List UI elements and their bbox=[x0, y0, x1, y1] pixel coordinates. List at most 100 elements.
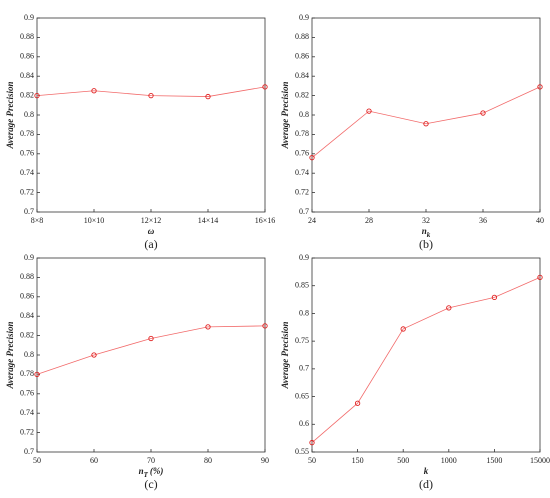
x-tick-label: 60 bbox=[90, 456, 98, 465]
y-tick-label: 0.9 bbox=[299, 13, 309, 22]
y-axis-label: Average Precision bbox=[5, 81, 15, 149]
x-tick-label: 15000 bbox=[530, 456, 550, 465]
x-axis-label-sub: k bbox=[427, 231, 431, 239]
point-marker bbox=[537, 84, 543, 90]
point-marker bbox=[205, 324, 211, 330]
point-marker bbox=[354, 400, 361, 406]
y-tick-label: 0.7 bbox=[299, 207, 309, 216]
x-tick-label: 12×12 bbox=[141, 216, 162, 225]
point-marker bbox=[34, 92, 40, 99]
y-tick-label: 0.74 bbox=[20, 168, 34, 177]
x-tick-label: 8×8 bbox=[31, 216, 44, 225]
x-axis-label-sub: T bbox=[144, 471, 149, 479]
y-tick-label: 0.82 bbox=[20, 90, 34, 99]
point-marker bbox=[537, 274, 543, 281]
plot-frame bbox=[311, 17, 541, 213]
x-tick-label: 70 bbox=[147, 456, 155, 465]
x-tick-label: 14×14 bbox=[198, 216, 219, 225]
series-line bbox=[311, 86, 541, 158]
y-tick-label: 0.88 bbox=[295, 32, 309, 41]
point-marker bbox=[446, 305, 452, 311]
y-tick-label: 0.85 bbox=[295, 281, 309, 290]
x-tick-label: 40 bbox=[536, 216, 544, 225]
y-tick-label: 0.9 bbox=[299, 253, 309, 262]
series-line bbox=[36, 325, 266, 375]
y-tick-label: 0.55 bbox=[295, 447, 309, 456]
x-tick-label: 90 bbox=[261, 456, 269, 465]
plot-frame bbox=[311, 257, 541, 453]
x-axis-label-main: ω bbox=[148, 226, 155, 236]
y-tick-label: 0.88 bbox=[20, 32, 34, 41]
y-tick-label: 0.84 bbox=[20, 311, 34, 320]
caption: (d) bbox=[419, 477, 433, 491]
y-tick-label: 0.8 bbox=[24, 110, 34, 119]
y-tick-label: 0.78 bbox=[295, 129, 309, 138]
caption: (c) bbox=[144, 477, 157, 491]
y-tick-label: 0.74 bbox=[295, 168, 309, 177]
x-tick-label: 1000 bbox=[441, 456, 457, 465]
point-marker bbox=[480, 110, 486, 116]
x-axis-label: k bbox=[424, 466, 429, 476]
x-axis-label: nk bbox=[422, 226, 431, 239]
point-marker bbox=[423, 121, 429, 127]
point-marker bbox=[148, 92, 154, 99]
y-tick-label: 0.86 bbox=[295, 52, 309, 61]
y-tick-label: 0.76 bbox=[295, 149, 309, 158]
point-marker bbox=[91, 352, 97, 358]
series-line bbox=[311, 277, 541, 443]
y-tick-label: 0.8 bbox=[299, 110, 309, 119]
y-tick-label: 0.72 bbox=[20, 187, 34, 196]
x-axis-label-suffix: (%) bbox=[150, 466, 164, 476]
x-tick-label: 50 bbox=[308, 456, 316, 465]
point-marker bbox=[309, 439, 315, 446]
y-tick-label: 0.82 bbox=[20, 330, 34, 339]
y-tick-label: 0.76 bbox=[20, 389, 34, 398]
y-tick-label: 0.72 bbox=[295, 187, 309, 196]
x-tick-label: 1500 bbox=[486, 456, 502, 465]
point-marker bbox=[148, 335, 154, 342]
y-tick-label: 0.9 bbox=[24, 13, 34, 22]
y-tick-label: 0.74 bbox=[20, 408, 34, 417]
y-tick-label: 0.82 bbox=[295, 90, 309, 99]
x-tick-label: 32 bbox=[422, 216, 430, 225]
y-tick-label: 0.72 bbox=[20, 427, 34, 436]
y-tick-label: 0.88 bbox=[20, 272, 34, 281]
y-tick-label: 0.76 bbox=[20, 149, 34, 158]
point-marker bbox=[262, 323, 268, 329]
y-tick-label: 0.7 bbox=[299, 364, 309, 373]
point-marker bbox=[491, 294, 498, 301]
x-tick-label: 36 bbox=[479, 216, 487, 225]
y-tick-label: 0.9 bbox=[24, 253, 34, 262]
x-tick-label: 24 bbox=[308, 216, 316, 225]
y-tick-label: 0.75 bbox=[295, 336, 309, 345]
x-tick-label: 80 bbox=[204, 456, 212, 465]
point-marker bbox=[366, 108, 372, 114]
y-tick-label: 0.84 bbox=[295, 71, 309, 80]
x-axis-label-main: n bbox=[139, 466, 144, 476]
y-tick-label: 0.6 bbox=[299, 419, 309, 428]
y-axis-label: Average Precision bbox=[280, 81, 290, 149]
y-axis-label: Average Precision bbox=[5, 321, 15, 389]
plot-frame bbox=[36, 17, 266, 213]
y-tick-label: 0.78 bbox=[20, 129, 34, 138]
x-tick-label: 10×10 bbox=[84, 216, 105, 225]
point-marker bbox=[34, 371, 40, 378]
y-tick-label: 0.8 bbox=[299, 308, 309, 317]
x-tick-label: 500 bbox=[397, 456, 409, 465]
y-tick-label: 0.78 bbox=[20, 369, 34, 378]
y-tick-label: 0.86 bbox=[20, 292, 34, 301]
series-line bbox=[36, 86, 266, 97]
y-tick-label: 0.86 bbox=[20, 52, 34, 61]
x-axis-label: nT (%) bbox=[139, 466, 164, 479]
x-axis-label: ω bbox=[148, 226, 155, 236]
point-marker bbox=[205, 93, 211, 100]
y-axis-label: Average Precision bbox=[280, 321, 290, 389]
x-tick-label: 150 bbox=[352, 456, 364, 465]
y-tick-label: 0.7 bbox=[24, 207, 34, 216]
caption: (a) bbox=[144, 237, 157, 251]
x-axis-label-main: n bbox=[422, 226, 427, 236]
y-tick-label: 0.7 bbox=[24, 447, 34, 456]
point-marker bbox=[262, 84, 268, 90]
point-marker bbox=[400, 326, 406, 332]
